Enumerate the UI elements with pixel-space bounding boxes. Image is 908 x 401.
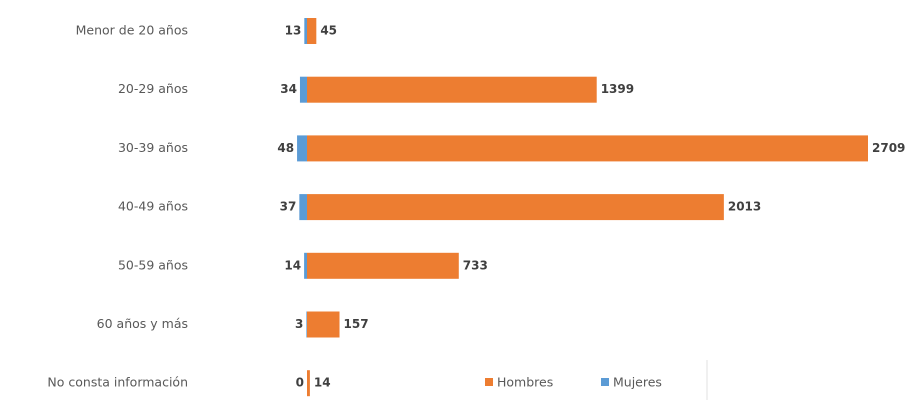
bar bbox=[307, 194, 724, 221]
bar bbox=[297, 135, 307, 162]
legend-label: Hombres bbox=[497, 375, 553, 390]
category-label: 40-49 años bbox=[118, 199, 188, 214]
data-label: 2709 bbox=[872, 141, 905, 155]
data-label: 3 bbox=[295, 317, 303, 331]
data-label: 0 bbox=[296, 376, 304, 390]
data-label: 1399 bbox=[601, 82, 634, 96]
data-label: 157 bbox=[344, 317, 369, 331]
data-label: 45 bbox=[320, 24, 337, 38]
data-label: 13 bbox=[285, 24, 302, 38]
bar bbox=[307, 252, 459, 279]
bar bbox=[299, 194, 307, 221]
bar bbox=[304, 18, 307, 44]
bar bbox=[306, 311, 307, 338]
category-label: No consta información bbox=[47, 375, 188, 390]
category-label: Menor de 20 años bbox=[76, 23, 188, 38]
data-label: 14 bbox=[314, 376, 331, 390]
bar bbox=[307, 311, 340, 338]
legend-swatch bbox=[485, 378, 493, 386]
category-label: 50-59 años bbox=[118, 257, 188, 272]
category-label: 20-29 años bbox=[118, 81, 188, 96]
bar bbox=[307, 370, 310, 397]
category-label: 30-39 años bbox=[118, 140, 188, 155]
data-label: 14 bbox=[284, 258, 301, 272]
category-label: 60 años y más bbox=[97, 316, 188, 331]
bar bbox=[304, 252, 307, 279]
data-label: 48 bbox=[277, 141, 294, 155]
bar bbox=[307, 135, 868, 162]
bar bbox=[299, 76, 307, 103]
data-label: 2013 bbox=[728, 200, 761, 214]
bar bbox=[307, 76, 597, 103]
legend-swatch bbox=[601, 378, 609, 386]
bar bbox=[307, 18, 317, 44]
data-label: 34 bbox=[280, 82, 297, 96]
legend-label: Mujeres bbox=[613, 375, 662, 390]
data-label: 733 bbox=[463, 258, 488, 272]
data-label: 37 bbox=[280, 200, 297, 214]
